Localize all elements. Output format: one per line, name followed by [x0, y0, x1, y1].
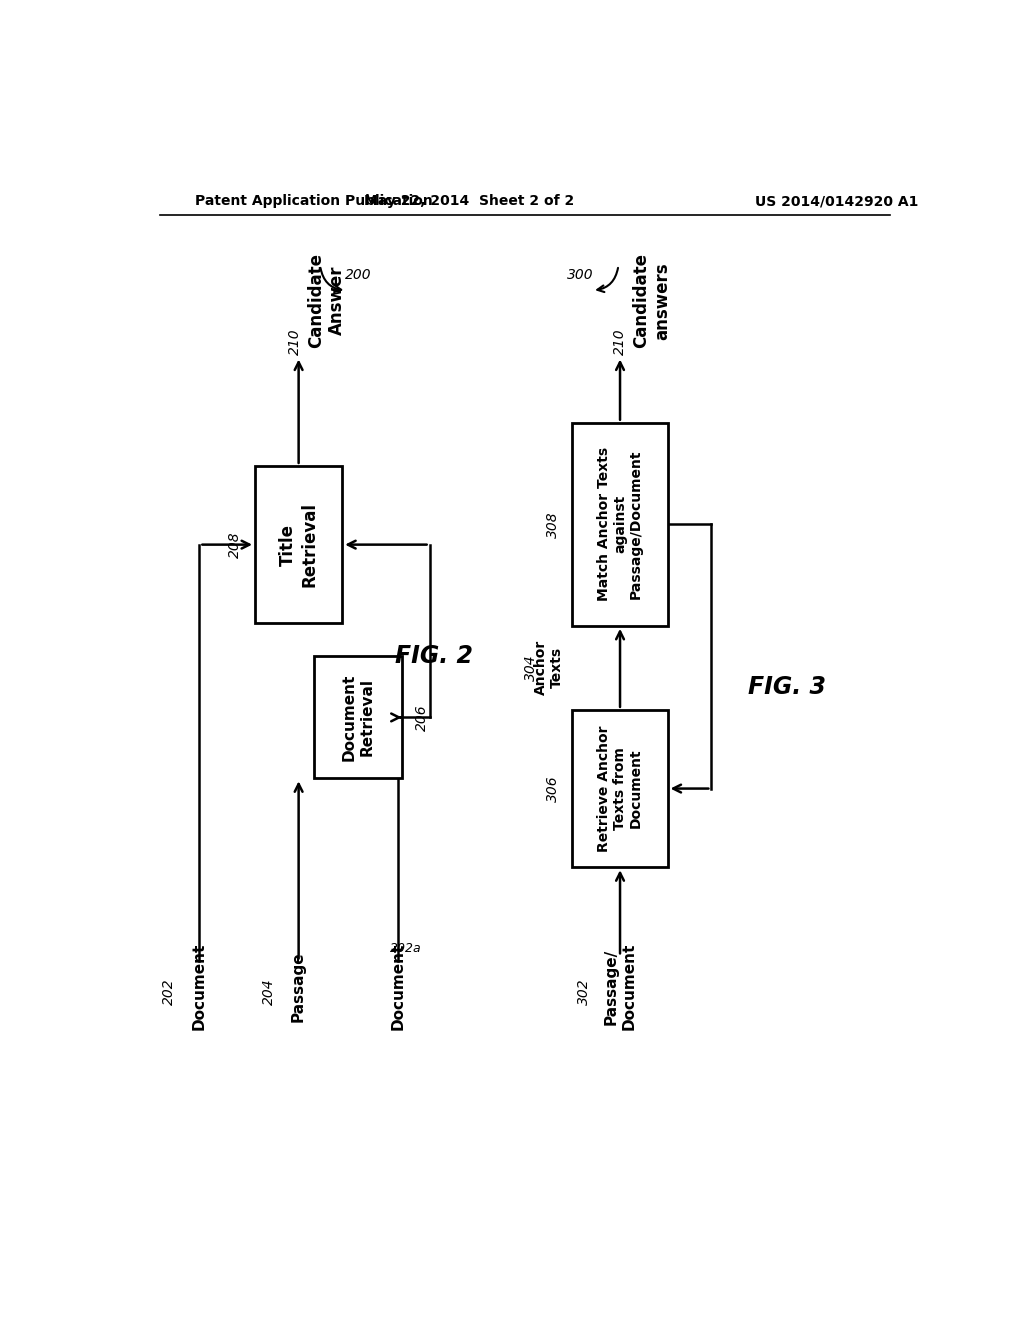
- Text: Document
Retrieval: Document Retrieval: [342, 673, 375, 762]
- FancyBboxPatch shape: [314, 656, 401, 779]
- Text: Passage/
Document: Passage/ Document: [604, 942, 636, 1031]
- Text: Document: Document: [390, 942, 406, 1031]
- Text: 204: 204: [261, 978, 275, 1005]
- Text: Match Anchor Texts
against
Passage/Document: Match Anchor Texts against Passage/Docum…: [597, 447, 643, 602]
- Text: Patent Application Publication: Patent Application Publication: [196, 194, 433, 209]
- Text: FIG. 3: FIG. 3: [748, 675, 825, 698]
- Text: 300: 300: [567, 268, 594, 282]
- Text: Passage: Passage: [291, 952, 306, 1022]
- Text: 200: 200: [345, 268, 372, 282]
- Text: US 2014/0142920 A1: US 2014/0142920 A1: [755, 194, 919, 209]
- Text: Title
Retrieval: Title Retrieval: [280, 502, 318, 587]
- Text: 206: 206: [415, 704, 429, 731]
- Text: 302: 302: [578, 978, 591, 1005]
- FancyBboxPatch shape: [572, 422, 668, 626]
- Text: Document: Document: [191, 942, 207, 1031]
- Text: 308: 308: [546, 511, 559, 537]
- Text: FIG. 2: FIG. 2: [394, 644, 472, 668]
- FancyBboxPatch shape: [572, 710, 668, 867]
- FancyBboxPatch shape: [255, 466, 342, 623]
- Text: May 22, 2014  Sheet 2 of 2: May 22, 2014 Sheet 2 of 2: [365, 194, 574, 209]
- Text: 202: 202: [162, 978, 176, 1005]
- Text: Retrieve Anchor
Texts from
Document: Retrieve Anchor Texts from Document: [597, 725, 643, 851]
- Text: 304: 304: [524, 655, 539, 681]
- Text: Candidate
answers: Candidate answers: [633, 253, 671, 348]
- Text: Anchor
Texts: Anchor Texts: [534, 640, 563, 696]
- Text: 208: 208: [228, 532, 242, 558]
- Text: 210: 210: [288, 329, 302, 355]
- Text: 202a: 202a: [390, 941, 422, 954]
- Text: 210: 210: [613, 329, 627, 355]
- Text: 306: 306: [546, 775, 559, 801]
- Text: Candidate
Answer: Candidate Answer: [307, 253, 346, 348]
